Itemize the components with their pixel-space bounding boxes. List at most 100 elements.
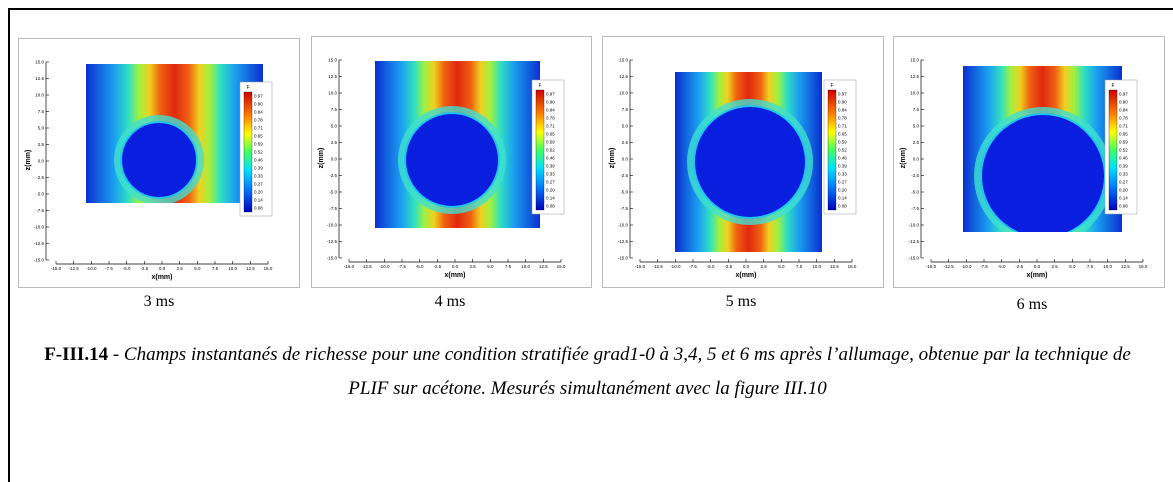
x-tick-label: -15.0 [635,264,646,269]
y-tick-label: -5.0 [620,190,628,195]
x-tick-label: 2.5 [470,264,477,269]
y-tick-label: -12.5 [618,239,629,244]
colorbar-label: 0.84 [546,108,555,113]
y-tick-label: -5.0 [36,192,44,197]
x-tick-label: -15.0 [926,264,937,269]
x-tick-label: 10.0 [228,266,237,271]
colorbar-label: 0.71 [1119,124,1128,129]
y-tick-label: -10.0 [34,225,45,230]
colorbar-label: 0.90 [1119,100,1128,105]
colorbar-label: 0.90 [838,100,847,105]
colorbar-label: 0.97 [546,92,555,97]
x-tick-label: 10.0 [521,264,530,269]
colorbar-label: 0.59 [838,140,847,145]
plif-image: 15.0 12.5 10.0 7.5 5.0 2.5 0.0 -2.5 -5.0 -7.5 -10.… [311,36,592,288]
x-tick-label: -10.0 [961,264,972,269]
x-tick-label: 12.5 [246,266,255,271]
x-tick-label: -5.0 [123,266,131,271]
colorbar-label: 0.84 [838,108,847,113]
x-tick-label: -7.5 [689,264,697,269]
colorbar-label: 0.39 [546,164,555,169]
colorbar-label: 0.52 [838,148,847,153]
y-tick-label: 2.5 [913,140,920,145]
y-tick-label: 15.0 [328,58,337,63]
y-tick-label: 12.5 [328,74,337,79]
plif-panel: 15.0 12.5 10.0 7.5 5.0 2.5 0.0 -2.5 -5.0 -7.5 -10.… [18,38,300,288]
burnt-gas [693,105,807,219]
x-tick-label: -2.5 [433,264,441,269]
x-tick-label: 15.0 [264,266,273,271]
x-tick-label: 12.5 [830,264,839,269]
burnt-gas [980,113,1106,232]
x-tick-label: -5.0 [707,264,715,269]
y-tick-label: 0.0 [622,157,629,162]
colorbar-label: 0.27 [254,182,263,187]
colorbar [535,89,545,211]
x-tick-label: 15.0 [1139,264,1148,269]
colorbar-label: 0.97 [1119,92,1128,97]
flame-halo [114,115,204,203]
colorbar-label: 0.59 [1119,140,1128,145]
y-tick-label: -12.5 [909,239,920,244]
x-tick-label: 2.5 [761,264,768,269]
x-tick-label: -15.0 [51,266,62,271]
burnt-gas [404,112,500,208]
y-tick-label: -10.0 [618,223,629,228]
colorbar-label: 0.59 [254,142,263,147]
plif-panel: 15.0 12.5 10.0 7.5 5.0 2.5 0.0 -2.5 -5.0 -7.5 -10.… [311,36,592,288]
x-tick-label: -5.0 [998,264,1006,269]
y-tick-label: -5.0 [911,190,919,195]
colorbar-label: 0.65 [838,132,847,137]
colorbar-label: 0.46 [838,156,847,161]
x-tick-label: 0.0 [159,266,166,271]
y-tick-label: 12.5 [35,76,44,81]
y-tick-label: -2.5 [620,173,628,178]
y-axis-label: z(mm) [318,148,325,169]
x-tick-label: -2.5 [1015,264,1023,269]
y-tick-label: 7.5 [331,107,338,112]
panel-label: 3 ms [143,293,175,310]
colorbar-label: 0.14 [1119,196,1128,201]
colorbar-label: 0.65 [546,132,555,137]
x-tick-label: 7.5 [212,266,219,271]
y-tick-label: 5.0 [622,124,629,129]
colorbar-label: 0.71 [838,124,847,129]
colorbar-label: 0.33 [1119,172,1128,177]
y-tick-label: 2.5 [331,140,338,145]
colorbar-label: 0.52 [546,148,555,153]
colorbar-label: 0.78 [838,116,847,121]
colorbar-label: 0.78 [546,116,555,121]
x-tick-label: -12.5 [944,264,955,269]
y-tick-label: 7.5 [913,107,920,112]
y-tick-label: 10.0 [619,91,628,96]
y-tick-label: 12.5 [619,74,628,79]
y-tick-label: 2.5 [622,140,629,145]
x-tick-label: 5.0 [1069,264,1076,269]
colorbar-label: 0.84 [254,110,263,115]
colorbar-label: 0.65 [1119,132,1128,137]
x-tick-label: -12.5 [653,264,664,269]
x-tick-label: -7.5 [398,264,406,269]
colorbar-title: F [538,83,541,89]
colorbar-label: 0.39 [1119,164,1128,169]
x-tick-label: 7.5 [505,264,512,269]
y-tick-label: 0.0 [331,157,338,162]
colorbar-label: 0.71 [546,124,555,129]
flame-halo [398,106,506,214]
y-tick-label: -12.5 [34,241,45,246]
x-tick-label: 10.0 [812,264,821,269]
y-tick-label: 15.0 [910,58,919,63]
colorbar-label: 0.27 [546,180,555,185]
panel-label: 5 ms [725,293,757,310]
burnt-gas [120,121,198,199]
y-tick-label: -5.0 [329,190,337,195]
y-tick-label: -10.0 [909,223,920,228]
x-tick-label: 0.0 [743,264,750,269]
colorbar-label: 0.90 [254,102,263,107]
y-axis-label: z(mm) [900,148,907,169]
y-tick-label: 5.0 [913,124,920,129]
x-axis-label: x(mm) [151,274,172,281]
y-tick-label: 0.0 [913,157,920,162]
x-tick-label: -2.5 [140,266,148,271]
colorbar-label: 0.84 [1119,108,1128,113]
